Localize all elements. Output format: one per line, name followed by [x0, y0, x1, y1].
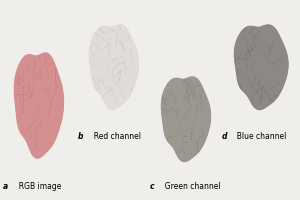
- Polygon shape: [14, 53, 64, 158]
- Polygon shape: [235, 25, 288, 110]
- Text: Red channel: Red channel: [88, 132, 140, 141]
- Text: d: d: [222, 132, 227, 141]
- Text: RGB image: RGB image: [14, 182, 61, 191]
- Text: c: c: [150, 182, 154, 191]
- Text: Blue channel: Blue channel: [232, 132, 287, 141]
- Text: Green channel: Green channel: [160, 182, 221, 191]
- Polygon shape: [89, 25, 139, 110]
- Text: b: b: [78, 132, 83, 141]
- Text: a: a: [3, 182, 8, 191]
- Polygon shape: [161, 77, 211, 162]
